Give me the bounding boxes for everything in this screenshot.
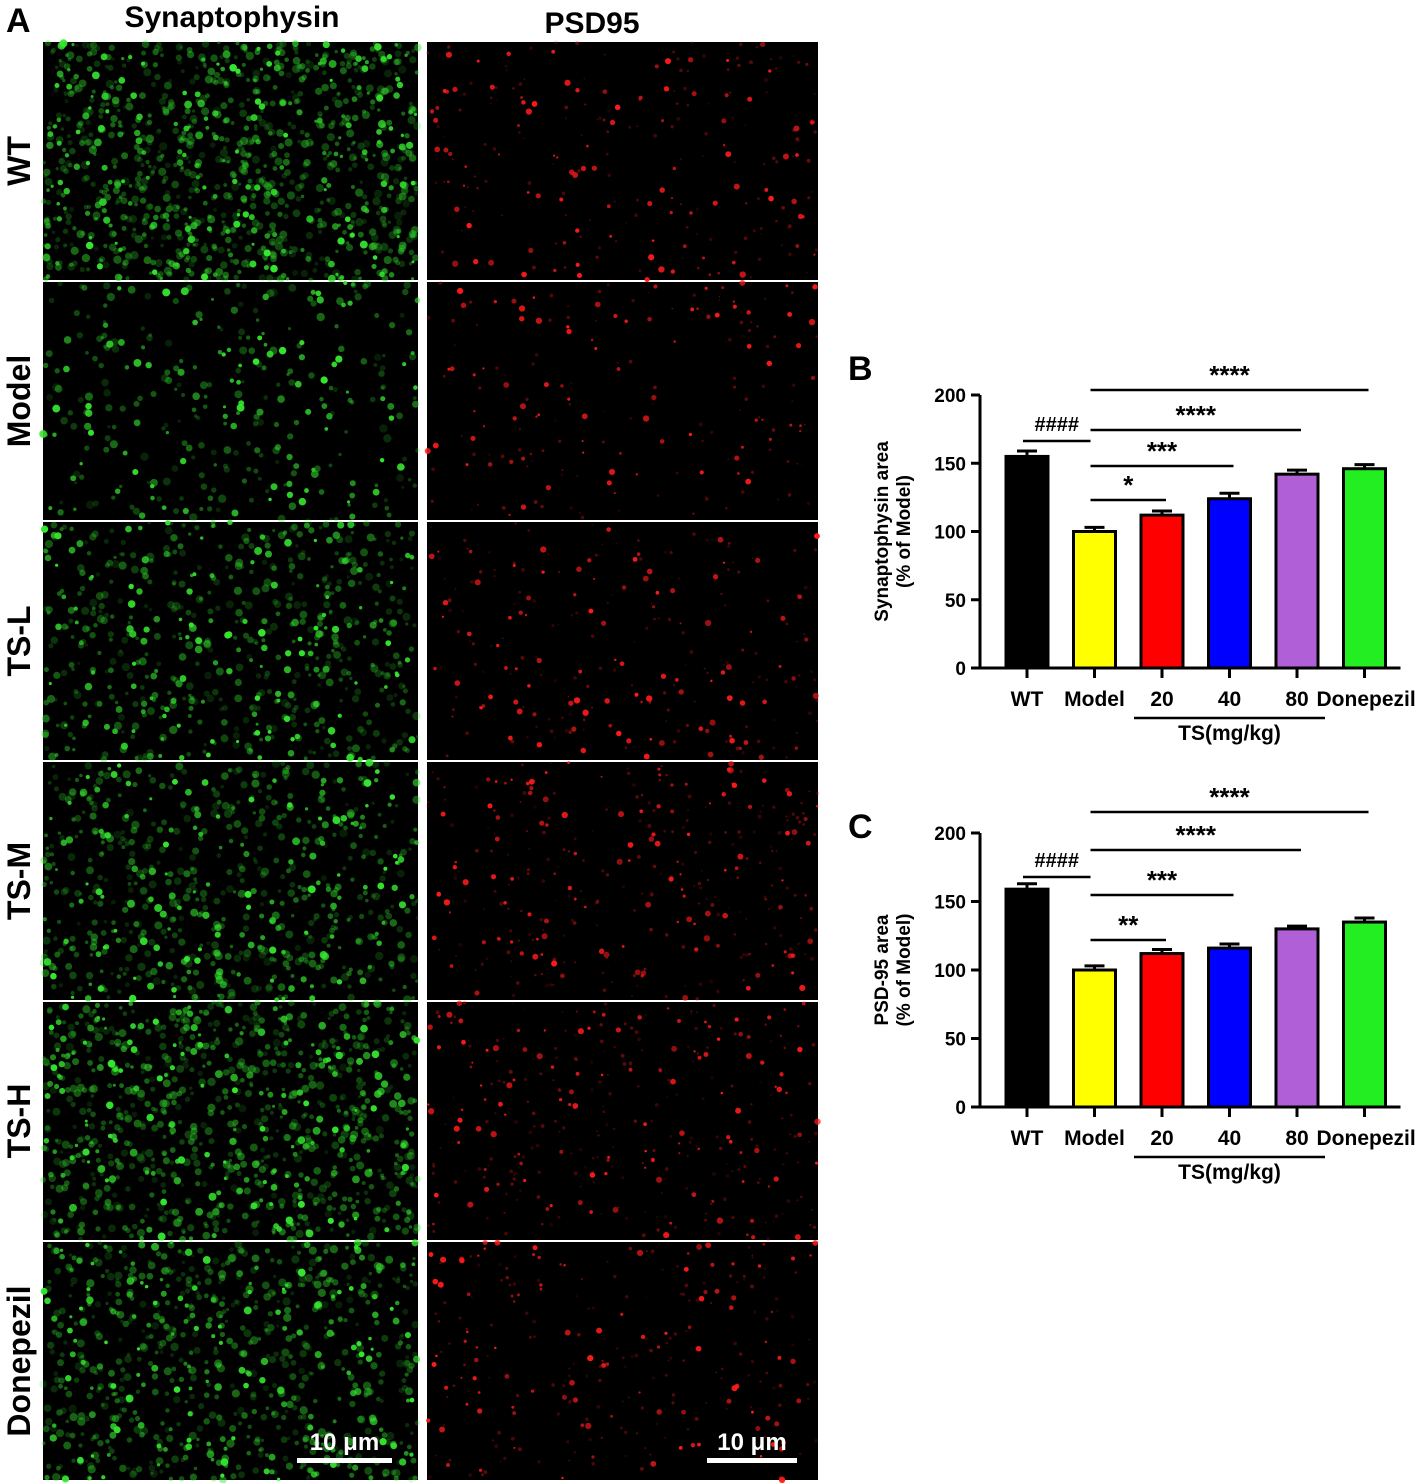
bar-donepezil	[1342, 920, 1387, 1109]
row-labels: WT Model TS-L TS-M TS-H Donepezil	[1, 136, 37, 1437]
y-axis-label: (% of Model)	[894, 475, 915, 588]
bar-80	[1274, 472, 1320, 670]
bar-model	[1072, 968, 1117, 1109]
micrograph-psd95-wt	[426, 40, 819, 283]
y-tick-label: 0	[955, 659, 966, 680]
micrograph-synaptophysin-model	[39, 280, 421, 523]
bar-40	[1207, 946, 1252, 1109]
panel-label-b: B	[848, 350, 873, 388]
micrograph-psd95-donepezil: 10 μm	[426, 1239, 819, 1483]
x-tick-label: Donepezil	[1317, 688, 1416, 711]
y-axis-label: (% of Model)	[894, 914, 915, 1027]
y-axis-label: PSD-95 area	[872, 914, 893, 1025]
micrograph-grid: 10 μm 10 μm	[39, 39, 821, 1483]
y-tick-label: 100	[934, 523, 966, 544]
significance-label: ****	[1176, 400, 1217, 430]
x-tick-label: Model	[1064, 688, 1125, 711]
panel-c-chart: C 0 50 100 150 200 PSD-95 area (% of Model) WT M…	[848, 782, 1416, 1184]
bar-20	[1139, 513, 1185, 670]
panel-b-chart: B 0 50 100 150 200 Synaptophysin area (% of Mo…	[848, 350, 1416, 745]
micrograph-psd95-ts-h	[427, 1000, 821, 1242]
row-label-ts-h: TS-H	[1, 1084, 37, 1159]
micrograph-psd95-ts-l	[427, 521, 820, 760]
significance-label: ***	[1147, 436, 1178, 466]
panel-label-a: A	[6, 2, 31, 40]
group-label: TS(mg/kg)	[1178, 722, 1281, 745]
bar-80	[1274, 927, 1320, 1109]
y-tick-label: 0	[955, 1098, 966, 1119]
row-label-model: Model	[1, 355, 37, 447]
column-header-psd95: PSD95	[544, 7, 639, 40]
significance-label: ####	[1035, 414, 1080, 436]
micrograph-synaptophysin-ts-h	[40, 998, 421, 1244]
micrograph-synaptophysin-ts-l	[40, 518, 421, 764]
x-tick-label: 40	[1218, 1127, 1241, 1150]
y-tick-label: 150	[934, 454, 966, 475]
scale-bar-label: 10 μm	[310, 1429, 379, 1456]
micrograph-psd95-ts-m	[425, 760, 820, 1001]
bar-wt	[1004, 887, 1050, 1109]
column-header-synaptophysin: Synaptophysin	[124, 1, 339, 34]
significance-label: ****	[1209, 782, 1250, 812]
y-axis-label: Synaptophysin area	[872, 441, 893, 622]
bar-donepezil	[1342, 467, 1387, 670]
y-tick-label: 150	[934, 893, 966, 914]
x-tick-label: Model	[1064, 1127, 1125, 1150]
row-label-ts-l: TS-L	[1, 605, 37, 676]
panel-label-c: C	[848, 808, 873, 846]
scale-bar	[297, 1458, 392, 1463]
y-tick-label: 100	[934, 961, 966, 982]
significance-label: ***	[1147, 865, 1178, 895]
micrograph-synaptophysin-donepezil: 10 μm	[39, 1238, 421, 1483]
micrograph-synaptophysin-ts-m	[39, 758, 421, 1004]
significance-label: **	[1118, 910, 1139, 940]
x-tick-label: 40	[1218, 688, 1241, 711]
y-tick-label: 200	[934, 386, 966, 407]
significance-label: ****	[1176, 820, 1217, 850]
y-tick-label: 50	[945, 591, 966, 612]
y-tick-label: 200	[934, 824, 966, 845]
panel-a-micrographs: A Synaptophysin PSD95 10 μm 10 μm WT Model…	[1, 1, 821, 1483]
x-tick-label: 80	[1285, 688, 1308, 711]
scale-bar-label: 10 μm	[717, 1429, 786, 1456]
significance-label: ####	[1035, 850, 1080, 872]
y-tick-label: 50	[945, 1030, 966, 1051]
x-tick-label: 20	[1150, 688, 1173, 711]
micrograph-psd95-model	[424, 280, 819, 520]
row-label-donepezil: Donepezil	[1, 1285, 37, 1436]
significance-label: *	[1123, 470, 1134, 500]
x-tick-label: 20	[1150, 1127, 1173, 1150]
bar-40	[1207, 497, 1252, 670]
x-tick-label: WT	[1011, 688, 1044, 711]
micrograph-synaptophysin-wt	[40, 39, 422, 284]
row-label-wt: WT	[1, 136, 37, 186]
bar-model	[1072, 530, 1117, 670]
x-tick-label: WT	[1011, 1127, 1044, 1150]
scale-bar	[707, 1458, 797, 1463]
significance-label: ****	[1209, 360, 1250, 390]
group-label: TS(mg/kg)	[1178, 1161, 1281, 1184]
bar-wt	[1004, 454, 1050, 670]
x-tick-label: Donepezil	[1317, 1127, 1416, 1150]
x-tick-label: 80	[1285, 1127, 1308, 1150]
row-label-ts-m: TS-M	[1, 842, 37, 920]
bar-20	[1139, 952, 1185, 1109]
